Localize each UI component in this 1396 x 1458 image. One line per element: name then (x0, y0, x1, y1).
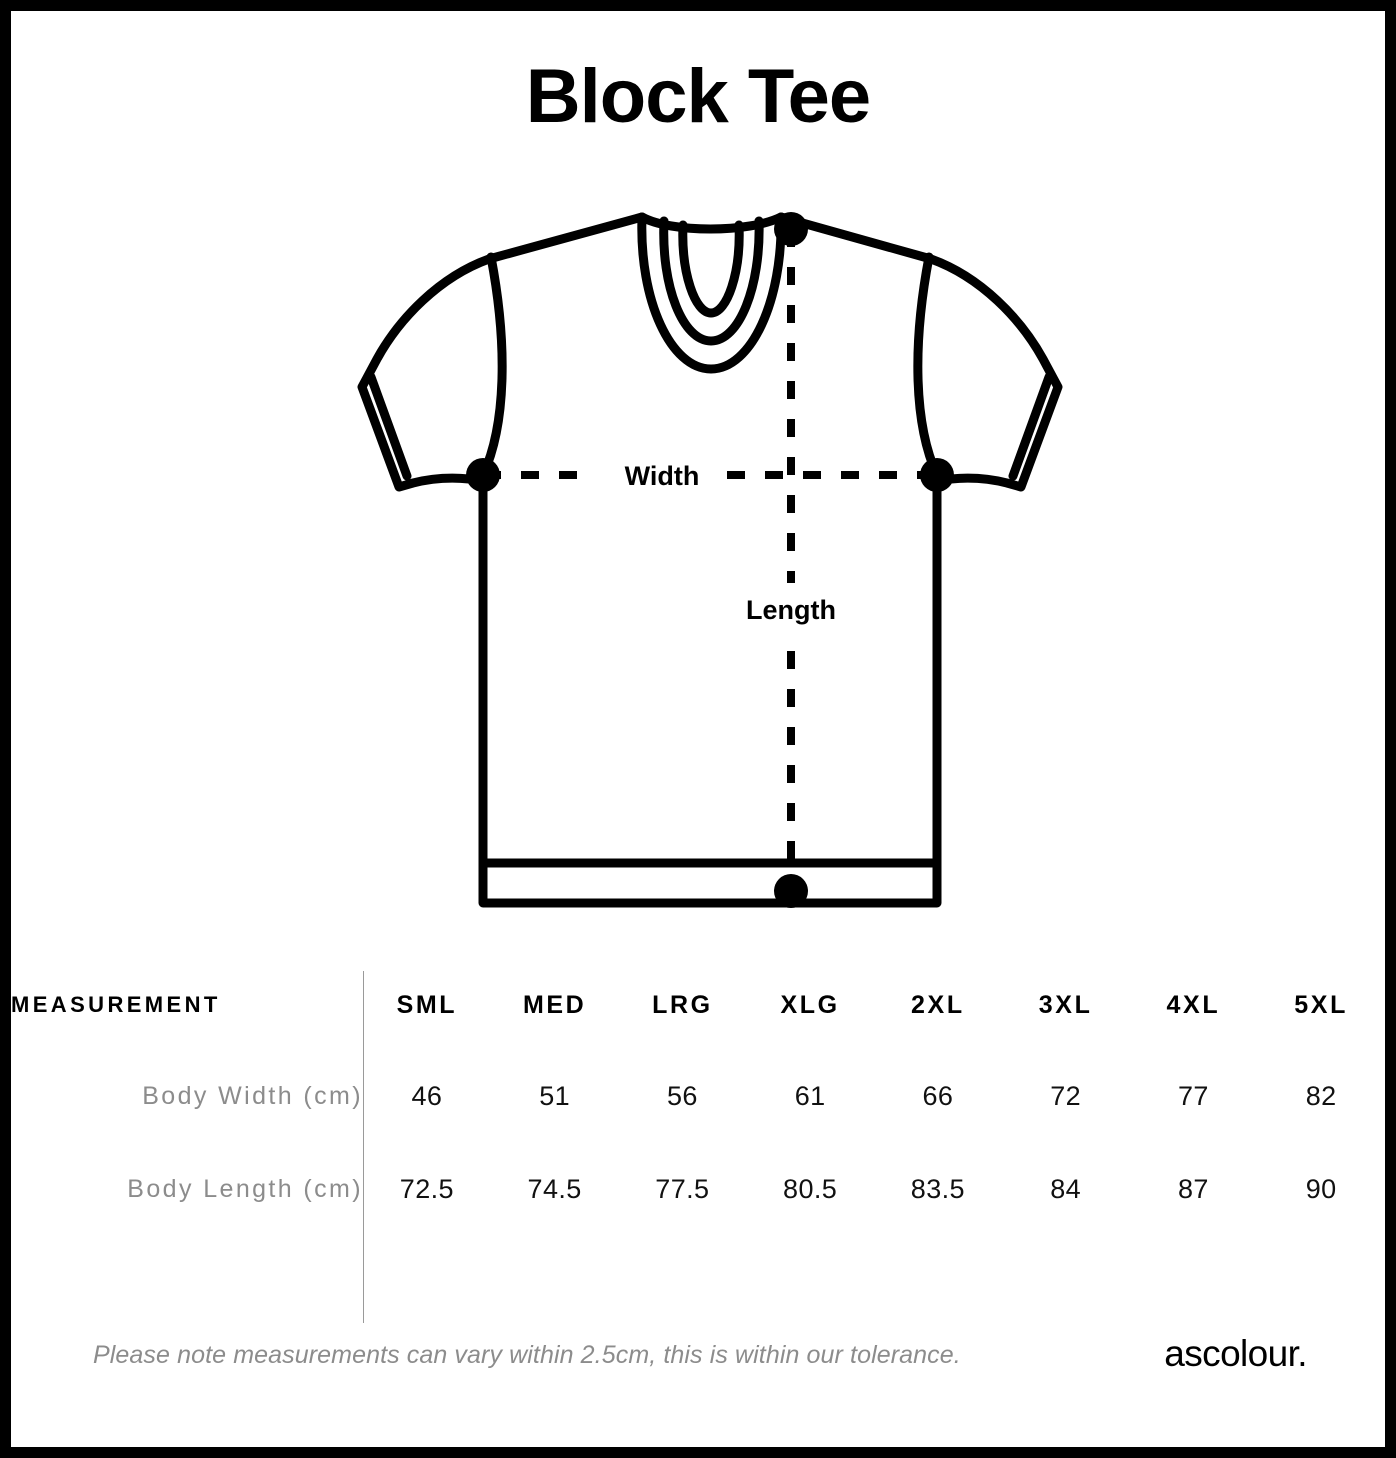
page-title: Block Tee (525, 54, 871, 139)
cell-body-width-xlg: 61 (794, 1081, 826, 1111)
header-measurement: MEASUREMENT (11, 992, 221, 1017)
table-row: Body Length (cm) 72.5 74.5 77.5 80.5 83.… (11, 1143, 1385, 1236)
size-table-area: MEASUREMENT SML MED LRG XLG 2XL 3XL 4XL … (11, 960, 1385, 1340)
table-row: Body Width (cm) 46 51 56 61 66 72 77 82 (11, 1050, 1385, 1143)
header-size-5xl: 5XL (1294, 990, 1348, 1019)
header-size-4xl: 4XL (1166, 990, 1221, 1019)
table-header-row: MEASUREMENT SML MED LRG XLG 2XL 3XL 4XL … (11, 960, 1385, 1050)
cell-body-length-4xl: 87 (1177, 1174, 1209, 1204)
tolerance-note: Please note measurements can vary within… (93, 1341, 961, 1369)
cell-body-width-3xl: 72 (1050, 1081, 1082, 1111)
header-size-med: MED (522, 990, 587, 1019)
tshirt-svg: Width Length (357, 212, 1063, 908)
cell-body-width-med: 51 (539, 1081, 571, 1111)
size-table: MEASUREMENT SML MED LRG XLG 2XL 3XL 4XL … (11, 960, 1385, 1236)
header-size-3xl: 3XL (1038, 990, 1093, 1019)
cell-body-length-5xl: 90 (1305, 1174, 1337, 1204)
length-label: Length (746, 595, 836, 625)
row-label-body-length: Body Length (cm) (127, 1175, 363, 1203)
cell-body-width-sml: 46 (411, 1081, 443, 1111)
dot-length-top (774, 212, 808, 246)
header-size-sml: SML (396, 990, 458, 1019)
measurement-guides (483, 229, 937, 891)
cell-body-width-4xl: 77 (1177, 1081, 1209, 1111)
cell-body-width-5xl: 82 (1305, 1081, 1337, 1111)
table-divider (363, 971, 364, 1323)
header-size-lrg: LRG (652, 990, 713, 1019)
cell-body-length-3xl: 84 (1050, 1174, 1082, 1204)
cell-body-width-lrg: 56 (666, 1081, 698, 1111)
chart-canvas: Block Tee (11, 11, 1385, 1447)
cell-body-length-med: 74.5 (527, 1174, 582, 1204)
cell-body-length-xlg: 80.5 (783, 1174, 838, 1204)
cell-body-width-2xl: 66 (922, 1081, 954, 1111)
cell-body-length-lrg: 77.5 (655, 1174, 710, 1204)
dot-width-left (466, 458, 500, 492)
dot-width-right (920, 458, 954, 492)
measurement-points (466, 212, 954, 908)
cell-body-length-sml: 72.5 (399, 1174, 454, 1204)
row-label-body-width: Body Width (cm) (142, 1082, 363, 1110)
header-size-2xl: 2XL (911, 990, 965, 1019)
cell-body-length-2xl: 83.5 (910, 1174, 965, 1204)
tshirt-outline (357, 212, 1063, 908)
header-size-xlg: XLG (780, 990, 840, 1019)
width-label: Width (625, 461, 700, 491)
brand-logo: ascolour. (1164, 1333, 1307, 1374)
footer: Please note measurements can vary within… (11, 1333, 1385, 1393)
tshirt-diagram: Width Length (331, 191, 1091, 951)
dot-length-bottom (774, 874, 808, 908)
